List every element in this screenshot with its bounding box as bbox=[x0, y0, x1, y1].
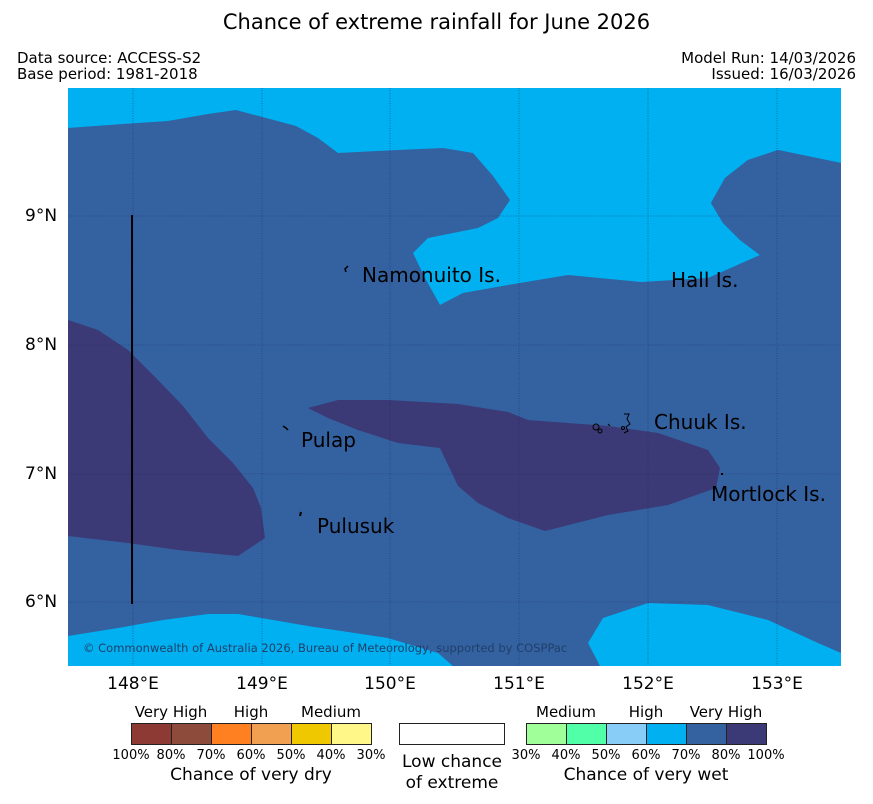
legend-wet-pct: 60% bbox=[631, 748, 661, 763]
label-chuuk: Chuuk Is. bbox=[654, 410, 747, 434]
x-tick-label: 148°E bbox=[107, 674, 159, 694]
chuuk-islands bbox=[592, 413, 631, 434]
legend-wet-very-high: Very High bbox=[689, 703, 763, 721]
legend-wet-swatch bbox=[566, 723, 607, 745]
namonuito-island bbox=[344, 265, 349, 273]
y-tick-label: 6°N bbox=[25, 592, 58, 612]
legend-wet-medium: Medium bbox=[536, 703, 596, 721]
legend-wet-swatch bbox=[646, 723, 687, 745]
y-tick-label: 9°N bbox=[25, 206, 58, 226]
pulusuk-island bbox=[299, 511, 302, 517]
x-tick-label: 152°E bbox=[622, 674, 674, 694]
legend-low-line2: of extreme bbox=[405, 773, 499, 793]
legend-wet-high: High bbox=[628, 703, 664, 721]
legend-dry-swatch bbox=[251, 723, 292, 745]
legend-low-swatch bbox=[399, 723, 505, 745]
region-wet-60-70-southeast bbox=[588, 603, 841, 666]
legend-dry-medium: Medium bbox=[301, 703, 361, 721]
legend-dry-swatch bbox=[211, 723, 252, 745]
legend-wet-swatch bbox=[606, 723, 647, 745]
meta-right: Model Run: 14/03/2026 Issued: 16/03/2026 bbox=[681, 50, 856, 82]
legend-wet-swatch bbox=[726, 723, 767, 745]
legend-dry-pct: 40% bbox=[316, 748, 346, 763]
region-wet-70-80-northeast bbox=[711, 150, 841, 263]
model-run: Model Run: 14/03/2026 bbox=[681, 49, 856, 67]
legend-dry-swatch bbox=[131, 723, 172, 745]
copyright-text: © Commonwealth of Australia 2026, Bureau… bbox=[83, 641, 568, 655]
map-panel[interactable]: Namonuito Is. Hall Is. Chuuk Is. Pulap P… bbox=[68, 88, 841, 666]
label-mortlock: Mortlock Is. bbox=[711, 482, 826, 506]
data-source: Data source: ACCESS-S2 bbox=[17, 49, 202, 67]
x-tick-label: 153°E bbox=[751, 674, 803, 694]
y-tick-label: 8°N bbox=[25, 335, 58, 355]
x-tick-label: 149°E bbox=[236, 674, 288, 694]
legend-dry-pct: 50% bbox=[276, 748, 306, 763]
legend-dry-pct: 30% bbox=[356, 748, 386, 763]
legend-wet-pct: 50% bbox=[591, 748, 621, 763]
legend-dry-pct: 100% bbox=[112, 748, 150, 763]
legend-wet-pct: 40% bbox=[551, 748, 581, 763]
x-tick-label: 150°E bbox=[364, 674, 416, 694]
base-period: Base period: 1981-2018 bbox=[17, 65, 198, 83]
legend-dry-caption: Chance of very dry bbox=[170, 765, 332, 785]
x-tick-label: 151°E bbox=[493, 674, 545, 694]
legend-wet-pct: 80% bbox=[711, 748, 741, 763]
legend-dry-swatch bbox=[171, 723, 212, 745]
legend-low-line1: Low chance bbox=[402, 752, 502, 772]
label-pulusuk: Pulusuk bbox=[317, 514, 395, 538]
legend-dry-swatch bbox=[331, 723, 372, 745]
legend-dry-high: High bbox=[233, 703, 269, 721]
y-tick-label: 7°N bbox=[25, 464, 58, 484]
label-namonuito: Namonuito Is. bbox=[362, 263, 501, 287]
map-canvas bbox=[68, 88, 841, 666]
legend-dry-pct: 80% bbox=[156, 748, 186, 763]
legend-dry-pct: 60% bbox=[236, 748, 266, 763]
legend-wet-pct: 30% bbox=[511, 748, 541, 763]
legend-dry-swatch bbox=[291, 723, 332, 745]
legend-dry-pct: 70% bbox=[196, 748, 226, 763]
legend-dry-very-high: Very High bbox=[134, 703, 208, 721]
legend-wet-pct: 70% bbox=[671, 748, 701, 763]
map-title: Chance of extreme rainfall for June 2026 bbox=[222, 10, 651, 34]
meta-left: Data source: ACCESS-S2 Base period: 1981… bbox=[17, 50, 201, 82]
region-wet-80-100-central bbox=[308, 400, 720, 531]
legend-wet-caption: Chance of very wet bbox=[563, 765, 729, 785]
issued-date: Issued: 16/03/2026 bbox=[711, 65, 856, 83]
region-wet-80-100-west bbox=[68, 320, 265, 556]
label-pulap: Pulap bbox=[301, 428, 356, 452]
legend-wet-swatch bbox=[526, 723, 567, 745]
label-hall: Hall Is. bbox=[671, 268, 739, 292]
pulap-island bbox=[282, 425, 289, 431]
legend-wet-pct: 100% bbox=[747, 748, 785, 763]
legend-wet-swatch bbox=[686, 723, 727, 745]
region-wet-60-70-south bbox=[68, 614, 453, 666]
